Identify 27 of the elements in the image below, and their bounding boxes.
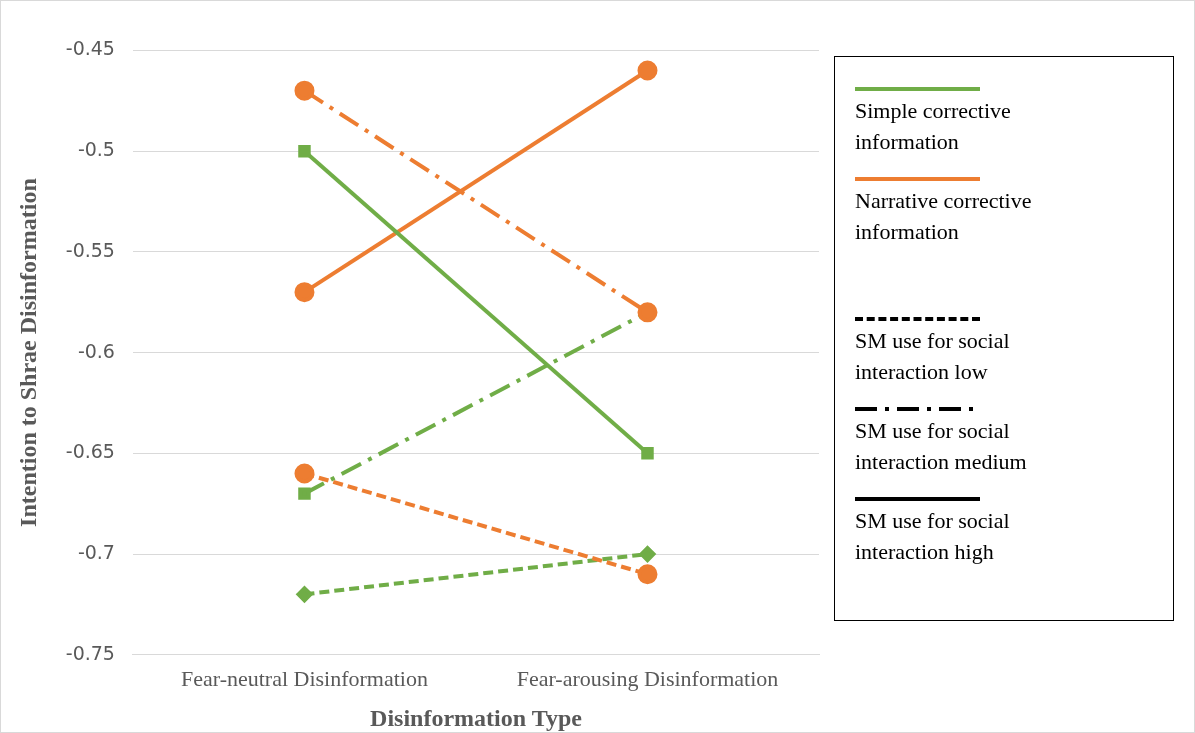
point [298, 144, 311, 158]
x-tick-label: Fear-neutral Disinformation [180, 665, 428, 691]
point [294, 282, 315, 303]
y-tick-label: -0.75 [65, 641, 115, 664]
point [637, 302, 658, 323]
text: SM use for social interaction medium [855, 417, 1028, 476]
point [296, 586, 313, 603]
x-tick-label: Fear-arousing Disinformation [516, 665, 779, 691]
y-tick-label: -0.5 [77, 138, 115, 161]
point [294, 80, 315, 101]
y-tick-label: -0.65 [65, 440, 115, 463]
y-axis-title: Intention to Shrae Disinformation [14, 178, 41, 527]
y-tick-label: -0.6 [77, 339, 115, 362]
y-tick-label: -0.55 [65, 238, 115, 261]
point [639, 546, 656, 563]
point [641, 447, 654, 460]
text: Narrative corrective information [855, 187, 1033, 246]
point [637, 564, 658, 585]
text: SM use for social interaction high [855, 507, 1011, 566]
x-axis-title: Disinformation Type [370, 704, 583, 731]
point [294, 463, 315, 484]
y-tick-label: -0.7 [77, 541, 115, 563]
text: SM use for social interaction low [855, 327, 1011, 386]
point [298, 487, 311, 500]
text: Simple corrective information [855, 97, 1012, 156]
y-tick-label: -0.45 [65, 37, 115, 60]
point [637, 60, 658, 81]
